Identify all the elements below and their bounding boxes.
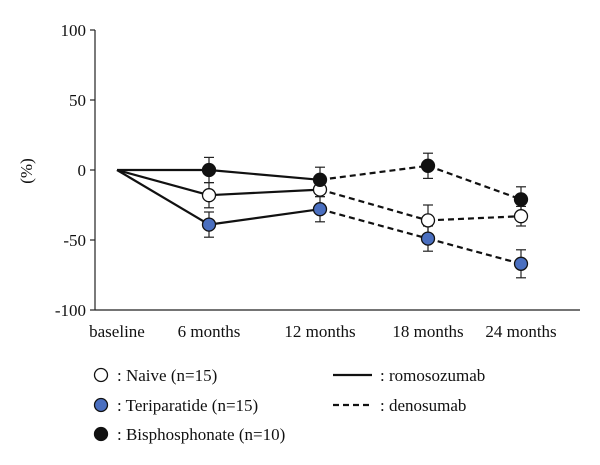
legend: : Naive (n=15) : Teriparatide (n=15) : Bis…: [93, 366, 485, 444]
series-line-segment: [208, 188, 321, 197]
data-point: [420, 213, 436, 228]
data-point: [201, 188, 217, 203]
legend-label: : Bisphosphonate (n=10): [117, 425, 285, 444]
series-line-segment: [208, 208, 321, 226]
data-point: [513, 256, 529, 271]
data-markers: [201, 158, 529, 271]
data-point: [513, 192, 529, 207]
data-point: [201, 162, 217, 178]
series-line-segment: [427, 237, 522, 265]
series-line-segment: [116, 169, 210, 226]
x-tick-label: 18 months: [392, 322, 463, 341]
y-tick-label: 0: [78, 161, 87, 180]
legend-marker: [93, 367, 109, 383]
x-tick-label: 12 months: [284, 322, 355, 341]
series-line-segment: [427, 215, 522, 222]
y-tick-label: -50: [63, 231, 86, 250]
legend-label: : denosumab: [380, 396, 466, 415]
legend-marker: [93, 426, 109, 442]
y-tick-label: 100: [61, 21, 87, 40]
series-line-segment: [319, 188, 429, 222]
data-point: [513, 209, 529, 224]
series-lines: [116, 164, 522, 265]
x-tick-label: 6 months: [178, 322, 241, 341]
y-tick-label: -100: [55, 301, 86, 320]
x-tick-label: 24 months: [485, 322, 556, 341]
data-point: [312, 202, 328, 217]
data-point: [201, 217, 217, 232]
series-line-segment: [319, 208, 429, 240]
legend-label: : romosozumab: [380, 366, 485, 385]
y-tick-label: 50: [69, 91, 86, 110]
data-point: [312, 172, 328, 187]
series-line-segment: [116, 168, 210, 197]
x-tick-label: baseline: [89, 322, 145, 341]
series-line-segment: [208, 168, 321, 181]
legend-label: : Naive (n=15): [117, 366, 217, 385]
error-bars: [204, 152, 526, 279]
data-point: [420, 231, 436, 246]
series-line-segment: [427, 164, 522, 201]
data-point: [420, 158, 436, 173]
legend-label: : Teriparatide (n=15): [117, 396, 258, 415]
legend-marker: [93, 397, 109, 413]
series-line-segment: [319, 164, 429, 181]
y-axis-label: (%): [17, 158, 36, 183]
